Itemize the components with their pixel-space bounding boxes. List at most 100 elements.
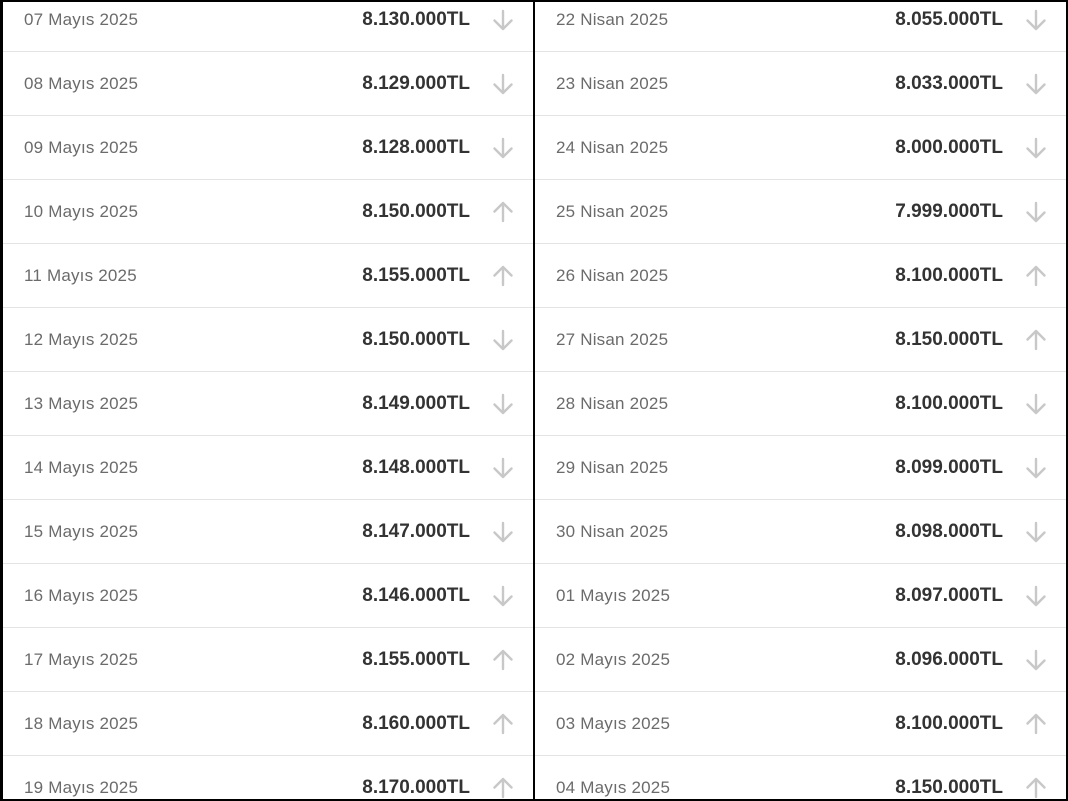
row-date: 19 Mayıs 2025 (24, 777, 139, 797)
row-date: 03 Mayıs 2025 (556, 713, 671, 733)
row-date: 22 Nisan 2025 (556, 9, 669, 29)
row-date: 08 Mayıs 2025 (24, 73, 139, 93)
price-rows-right: 22 Nisan 2025 8.055.000TL 23 Nisan 2025 8.0… (535, 2, 1066, 799)
table-row: 28 Nisan 2025 8.100.000TL (535, 372, 1066, 436)
arrow-up-icon (491, 712, 515, 736)
row-price: 8.000.000TL (895, 136, 1003, 158)
row-price: 8.099.000TL (895, 456, 1003, 478)
row-date: 12 Mayıs 2025 (24, 329, 139, 349)
table-row: 09 Mayıs 2025 8.128.000TL (3, 116, 533, 180)
row-price: 8.150.000TL (895, 776, 1003, 798)
row-price: 8.097.000TL (895, 584, 1003, 606)
row-date: 07 Mayıs 2025 (24, 9, 139, 29)
arrow-down-icon (491, 136, 515, 160)
table-row: 13 Mayıs 2025 8.149.000TL (3, 372, 533, 436)
row-price: 8.150.000TL (362, 200, 470, 222)
table-row: 14 Mayıs 2025 8.148.000TL (3, 436, 533, 500)
row-price: 8.100.000TL (895, 712, 1003, 734)
row-price: 8.160.000TL (362, 712, 470, 734)
arrow-down-icon (491, 520, 515, 544)
row-date: 28 Nisan 2025 (556, 393, 669, 413)
row-price: 8.155.000TL (362, 264, 470, 286)
table-row: 07 Mayıs 2025 8.130.000TL (3, 2, 533, 52)
arrow-down-icon (491, 328, 515, 352)
arrow-down-icon (1024, 136, 1048, 160)
table-row: 19 Mayıs 2025 8.170.000TL (3, 756, 533, 799)
arrow-down-icon (1024, 456, 1048, 480)
table-row: 25 Nisan 2025 7.999.000TL (535, 180, 1066, 244)
table-row: 30 Nisan 2025 8.098.000TL (535, 500, 1066, 564)
row-date: 04 Mayıs 2025 (556, 777, 671, 797)
row-date: 23 Nisan 2025 (556, 73, 669, 93)
arrow-up-icon (1024, 712, 1048, 736)
table-row: 10 Mayıs 2025 8.150.000TL (3, 180, 533, 244)
arrow-up-icon (491, 648, 515, 672)
arrow-up-icon (1024, 328, 1048, 352)
row-date: 14 Mayıs 2025 (24, 457, 139, 477)
row-price: 8.100.000TL (895, 264, 1003, 286)
arrow-up-icon (1024, 776, 1048, 800)
row-date: 11 Mayıs 2025 (24, 265, 137, 285)
row-date: 01 Mayıs 2025 (556, 585, 671, 605)
arrow-down-icon (1024, 200, 1048, 224)
row-date: 27 Nisan 2025 (556, 329, 669, 349)
row-price: 8.170.000TL (362, 776, 470, 798)
table-row: 22 Nisan 2025 8.055.000TL (535, 2, 1066, 52)
row-price: 8.150.000TL (895, 328, 1003, 350)
row-date: 17 Mayıs 2025 (24, 649, 139, 669)
arrow-down-icon (491, 456, 515, 480)
arrow-down-icon (1024, 520, 1048, 544)
arrow-up-icon (491, 264, 515, 288)
row-price: 8.148.000TL (362, 456, 470, 478)
table-row: 29 Nisan 2025 8.099.000TL (535, 436, 1066, 500)
row-date: 18 Mayıs 2025 (24, 713, 139, 733)
arrow-down-icon (491, 72, 515, 96)
row-date: 24 Nisan 2025 (556, 137, 669, 157)
row-date: 10 Mayıs 2025 (24, 201, 139, 221)
row-price: 8.098.000TL (895, 520, 1003, 542)
row-price: 7.999.000TL (895, 200, 1003, 222)
table-row: 08 Mayıs 2025 8.129.000TL (3, 52, 533, 116)
arrow-down-icon (491, 392, 515, 416)
table-row: 01 Mayıs 2025 8.097.000TL (535, 564, 1066, 628)
row-date: 13 Mayıs 2025 (24, 393, 139, 413)
table-row: 23 Nisan 2025 8.033.000TL (535, 52, 1066, 116)
row-date: 09 Mayıs 2025 (24, 137, 139, 157)
row-price: 8.149.000TL (362, 392, 470, 414)
row-price: 8.055.000TL (895, 8, 1003, 30)
arrow-down-icon (1024, 8, 1048, 32)
row-date: 02 Mayıs 2025 (556, 649, 671, 669)
row-price: 8.147.000TL (362, 520, 470, 542)
price-table-left: 07 Mayıs 2025 8.130.000TL 08 Mayıs 2025 8.1… (3, 2, 533, 799)
price-table-right: 22 Nisan 2025 8.055.000TL 23 Nisan 2025 8.0… (535, 2, 1066, 799)
row-date: 25 Nisan 2025 (556, 201, 669, 221)
table-row: 02 Mayıs 2025 8.096.000TL (535, 628, 1066, 692)
row-price: 8.096.000TL (895, 648, 1003, 670)
row-date: 26 Nisan 2025 (556, 265, 669, 285)
arrow-up-icon (491, 200, 515, 224)
price-rows-left: 07 Mayıs 2025 8.130.000TL 08 Mayıs 2025 8.1… (3, 2, 533, 799)
arrow-down-icon (1024, 584, 1048, 608)
table-row: 11 Mayıs 2025 8.155.000TL (3, 244, 533, 308)
row-price: 8.146.000TL (362, 584, 470, 606)
row-price: 8.129.000TL (362, 72, 470, 94)
table-row: 27 Nisan 2025 8.150.000TL (535, 308, 1066, 372)
table-row: 12 Mayıs 2025 8.150.000TL (3, 308, 533, 372)
table-row: 04 Mayıs 2025 8.150.000TL (535, 756, 1066, 799)
row-date: 15 Mayıs 2025 (24, 521, 139, 541)
arrow-down-icon (491, 8, 515, 32)
table-row: 24 Nisan 2025 8.000.000TL (535, 116, 1066, 180)
table-row: 16 Mayıs 2025 8.146.000TL (3, 564, 533, 628)
arrow-up-icon (491, 776, 515, 800)
row-price: 8.150.000TL (362, 328, 470, 350)
arrow-down-icon (1024, 72, 1048, 96)
table-row: 17 Mayıs 2025 8.155.000TL (3, 628, 533, 692)
table-row: 15 Mayıs 2025 8.147.000TL (3, 500, 533, 564)
row-price: 8.155.000TL (362, 648, 470, 670)
row-date: 29 Nisan 2025 (556, 457, 669, 477)
arrow-up-icon (1024, 264, 1048, 288)
arrow-down-icon (491, 584, 515, 608)
row-date: 30 Nisan 2025 (556, 521, 669, 541)
table-row: 26 Nisan 2025 8.100.000TL (535, 244, 1066, 308)
row-price: 8.130.000TL (362, 8, 470, 30)
